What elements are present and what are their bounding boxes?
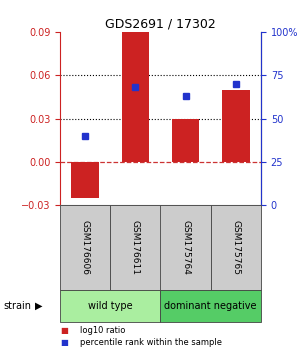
Bar	[110, 205, 160, 290]
Bar	[71, 162, 99, 198]
Text: ■: ■	[60, 326, 68, 336]
Text: GSM175764: GSM175764	[181, 220, 190, 275]
Bar	[160, 205, 211, 290]
Text: strain: strain	[3, 301, 31, 311]
Title: GDS2691 / 17302: GDS2691 / 17302	[105, 18, 216, 31]
Bar	[222, 90, 250, 162]
Text: wild type: wild type	[88, 301, 133, 311]
Text: GSM176611: GSM176611	[131, 220, 140, 275]
Bar	[122, 32, 149, 162]
Bar	[160, 290, 261, 322]
Text: GSM176606: GSM176606	[81, 220, 90, 275]
Bar	[172, 119, 200, 162]
Text: GSM175765: GSM175765	[231, 220, 240, 275]
Bar	[211, 205, 261, 290]
Bar	[60, 205, 110, 290]
Text: percentile rank within the sample: percentile rank within the sample	[80, 338, 221, 347]
Text: dominant negative: dominant negative	[164, 301, 257, 311]
Text: ▶: ▶	[34, 301, 42, 311]
Text: ■: ■	[60, 338, 68, 347]
Text: log10 ratio: log10 ratio	[80, 326, 125, 336]
Bar	[60, 290, 160, 322]
